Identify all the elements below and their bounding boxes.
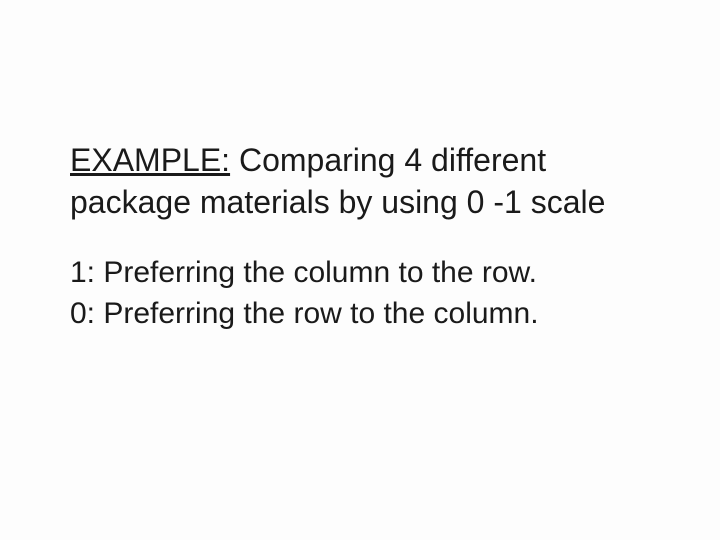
- body-line-2: 0: Preferring the row to the column.: [70, 294, 650, 335]
- slide-heading: EXAMPLE: Comparing 4 different package m…: [70, 140, 650, 223]
- slide-container: EXAMPLE: Comparing 4 different package m…: [0, 0, 720, 540]
- slide-body: 1: Preferring the column to the row. 0: …: [70, 253, 650, 334]
- body-line-1: 1: Preferring the column to the row.: [70, 253, 650, 294]
- heading-prefix: EXAMPLE:: [70, 142, 230, 178]
